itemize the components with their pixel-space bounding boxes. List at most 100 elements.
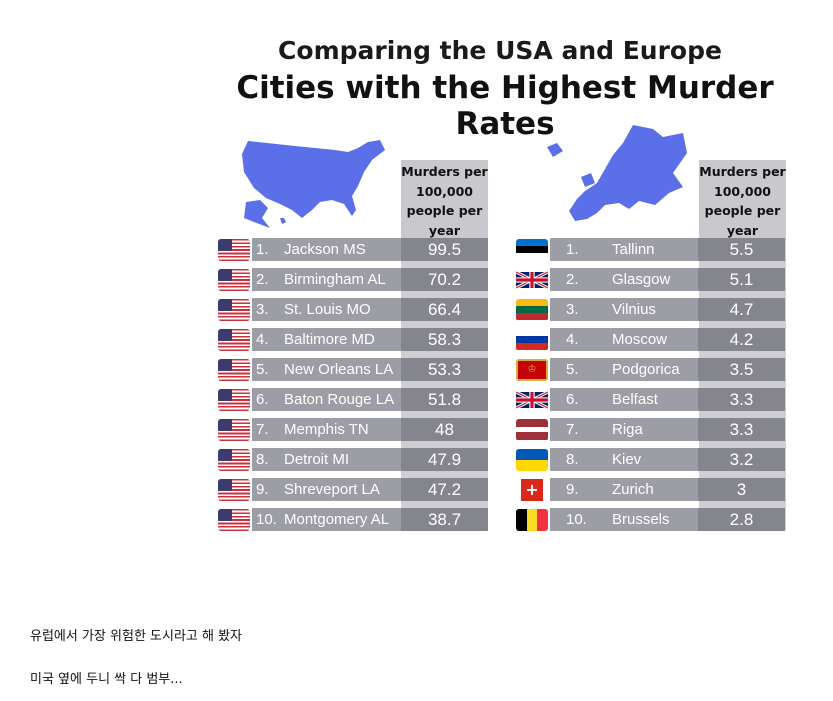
value-cell: 3.3 bbox=[698, 388, 785, 411]
city-cell: 9. Shreveport LA bbox=[252, 478, 401, 501]
post-text-line2: 미국 옆에 두니 싹 다 범부... bbox=[30, 672, 183, 687]
usa-table-row: 6. Baton Rouge LA 51.8 bbox=[218, 388, 488, 411]
city-cell: 3. St. Louis MO bbox=[252, 298, 401, 321]
value-cell: 48 bbox=[401, 418, 488, 441]
city-cell: 10. Montgomery AL bbox=[252, 508, 401, 531]
city-label: Brussels bbox=[612, 511, 670, 528]
city-label: Podgorica bbox=[612, 361, 680, 378]
value-cell: 4.2 bbox=[698, 328, 785, 351]
city-cell: 5. New Orleans LA bbox=[252, 358, 401, 381]
city-cell: 8. Detroit MI bbox=[252, 448, 401, 471]
rank-label: 10. bbox=[256, 511, 277, 528]
value-cell: 70.2 bbox=[401, 268, 488, 291]
rank-label: 7. bbox=[566, 421, 579, 438]
us-flag-icon bbox=[218, 268, 250, 291]
city-label: Birmingham AL bbox=[284, 271, 386, 288]
rank-label: 2. bbox=[256, 271, 269, 288]
rank-label: 1. bbox=[566, 241, 579, 258]
value-cell: 47.2 bbox=[401, 478, 488, 501]
usa-table-row: 8. Detroit MI 47.9 bbox=[218, 448, 488, 471]
be-flag-icon bbox=[516, 508, 548, 531]
us-flag-icon bbox=[218, 358, 250, 381]
ee-flag-icon bbox=[516, 238, 548, 261]
city-label: Detroit MI bbox=[284, 451, 350, 468]
uk-flag-icon bbox=[516, 389, 548, 411]
value-cell: 99.5 bbox=[401, 238, 488, 261]
usa-table-row: 2. Birmingham AL 70.2 bbox=[218, 268, 488, 291]
city-label: Baton Rouge LA bbox=[284, 391, 395, 408]
ua-flag-icon bbox=[516, 448, 548, 471]
europe-column-header: Murders per 100,000 people per year bbox=[699, 160, 786, 240]
usa-table-row: 9. Shreveport LA 47.2 bbox=[218, 478, 488, 501]
city-label: Belfast bbox=[612, 391, 658, 408]
rank-label: 1. bbox=[256, 241, 269, 258]
value-cell: 3.2 bbox=[698, 448, 785, 471]
europe-table-row: 2. Glasgow 5.1 bbox=[516, 268, 785, 291]
city-cell: 4. Moscow bbox=[550, 328, 698, 351]
city-label: Zurich bbox=[612, 481, 654, 498]
rank-label: 3. bbox=[256, 301, 269, 318]
city-cell: 7. Riga bbox=[550, 418, 698, 441]
value-cell: 2.8 bbox=[698, 508, 785, 531]
value-cell: 53.3 bbox=[401, 358, 488, 381]
us-flag-icon bbox=[218, 238, 250, 261]
city-cell: 9. Zurich bbox=[550, 478, 698, 501]
us-flag-icon bbox=[218, 328, 250, 351]
value-cell: 47.9 bbox=[401, 448, 488, 471]
city-cell: 3. Vilnius bbox=[550, 298, 698, 321]
post-text-line1: 유럽에서 가장 위험한 도시라고 해 봤자 bbox=[30, 629, 243, 644]
usa-table-row: 10. Montgomery AL 38.7 bbox=[218, 508, 488, 531]
city-cell: 6. Baton Rouge LA bbox=[252, 388, 401, 411]
usa-table-row: 3. St. Louis MO 66.4 bbox=[218, 298, 488, 321]
city-cell: 6. Belfast bbox=[550, 388, 698, 411]
usa-table-row: 4. Baltimore MD 58.3 bbox=[218, 328, 488, 351]
lv-flag-icon bbox=[516, 418, 548, 441]
city-label: Tallinn bbox=[612, 241, 655, 258]
title-line1: Comparing the USA and Europe bbox=[278, 36, 722, 65]
usa-map bbox=[242, 140, 385, 228]
city-label: Kiev bbox=[612, 451, 642, 468]
city-label: Montgomery AL bbox=[284, 511, 390, 528]
ru-flag-icon bbox=[516, 328, 548, 351]
rank-label: 4. bbox=[566, 331, 579, 348]
rank-label: 6. bbox=[256, 391, 269, 408]
value-cell: 66.4 bbox=[401, 298, 488, 321]
usa-table-row: 1. Jackson MS 99.5 bbox=[218, 238, 488, 261]
city-cell: 7. Memphis TN bbox=[252, 418, 401, 441]
usa-column-header: Murders per 100,000 people per year bbox=[401, 160, 488, 240]
city-cell: 5. Podgorica bbox=[550, 358, 698, 381]
rank-label: 9. bbox=[256, 481, 269, 498]
rank-label: 7. bbox=[256, 421, 269, 438]
value-cell: 3.5 bbox=[698, 358, 785, 381]
city-label: St. Louis MO bbox=[284, 301, 371, 318]
europe-table-row: 4. Moscow 4.2 bbox=[516, 328, 785, 351]
value-cell: 4.7 bbox=[698, 298, 785, 321]
us-flag-icon bbox=[218, 478, 250, 501]
rank-label: 5. bbox=[256, 361, 269, 378]
us-flag-icon bbox=[218, 418, 250, 441]
rank-label: 4. bbox=[256, 331, 269, 348]
europe-table-row: 3. Vilnius 4.7 bbox=[516, 298, 785, 321]
city-cell: 2. Glasgow bbox=[550, 268, 698, 291]
ch-flag-icon: + bbox=[516, 478, 548, 501]
europe-table-row: 6. Belfast 3.3 bbox=[516, 388, 785, 411]
rank-label: 10. bbox=[566, 511, 587, 528]
city-label: New Orleans LA bbox=[284, 361, 394, 378]
value-cell: 3 bbox=[698, 478, 785, 501]
usa-table-row: 7. Memphis TN 48 bbox=[218, 418, 488, 441]
me-flag-icon: ♔ bbox=[516, 358, 548, 381]
rank-label: 3. bbox=[566, 301, 579, 318]
title-line2: Cities with the Highest Murder Rates bbox=[236, 70, 774, 142]
rank-label: 8. bbox=[566, 451, 579, 468]
us-flag-icon bbox=[218, 298, 250, 321]
europe-table-row: 1. Tallinn 5.5 bbox=[516, 238, 785, 261]
city-label: Riga bbox=[612, 421, 643, 438]
city-cell: 2. Birmingham AL bbox=[252, 268, 401, 291]
city-label: Glasgow bbox=[612, 271, 671, 288]
city-label: Jackson MS bbox=[284, 241, 366, 258]
uk-flag-icon bbox=[516, 269, 548, 291]
city-cell: 8. Kiev bbox=[550, 448, 698, 471]
value-cell: 38.7 bbox=[401, 508, 488, 531]
europe-table-row: 10. Brussels 2.8 bbox=[516, 508, 785, 531]
europe-map bbox=[547, 125, 687, 221]
